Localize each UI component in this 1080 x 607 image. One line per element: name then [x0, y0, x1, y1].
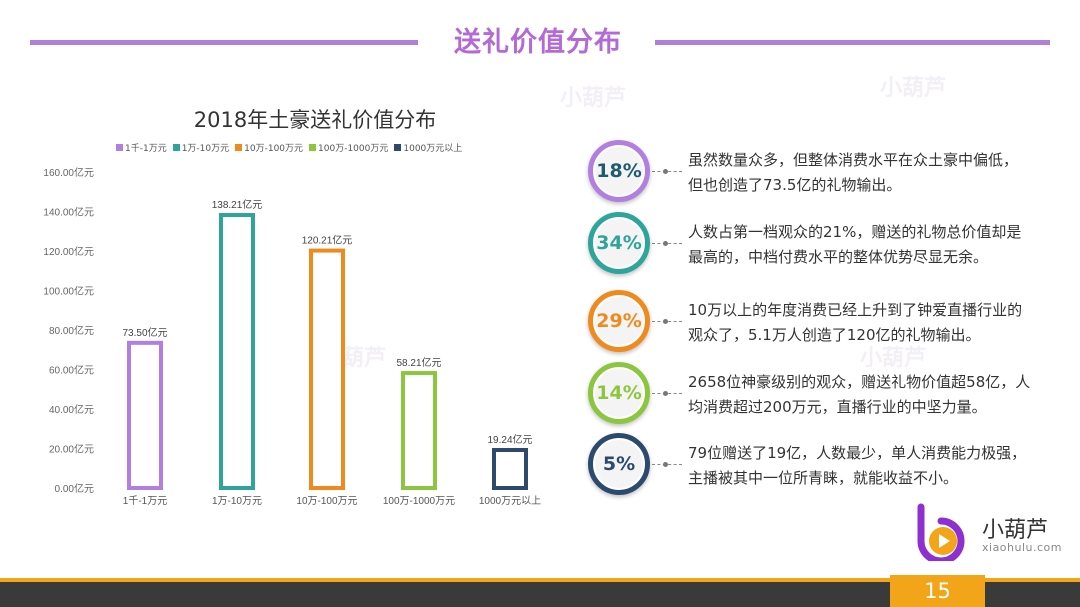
insight-line: 10万以上的年度消费已经上升到了钟爱直播行业的: [688, 301, 1023, 319]
legend-item: 1万-10万元: [172, 141, 230, 154]
insight-text: 2658位神豪级别的观众，赠送礼物价值超58亿，人 均消费超过200万元，直播行业…: [688, 370, 1048, 420]
percent-value: 14%: [595, 369, 643, 417]
x-tick-label: 100万-1000万元: [383, 496, 455, 507]
y-tick-label: 60.00亿元: [49, 364, 94, 377]
page-title: 送礼价值分布: [454, 27, 622, 58]
bar: [492, 448, 528, 491]
y-tick-label: 160.00亿元: [43, 166, 94, 179]
legend-label: 1千-1万元: [125, 144, 167, 154]
legend-label: 10万-100万元: [244, 144, 304, 154]
y-tick-label: 0.00亿元: [55, 482, 94, 495]
bar-value-label: 138.21亿元: [212, 198, 263, 211]
bar-chart: 0.00亿元 20.00亿元 40.00亿元 60.00亿元 80.00亿元 100.00…: [43, 166, 541, 507]
percent-value: 29%: [595, 297, 643, 345]
brand-name: 小葫芦: [982, 518, 1049, 543]
legend-swatch: [172, 144, 180, 151]
page-number: 15: [890, 575, 985, 607]
x-tick-label: 1万-10万元: [212, 496, 262, 507]
bar: [401, 371, 437, 490]
percent-value: 34%: [595, 219, 643, 267]
x-tick-label: 1千-1万元: [123, 495, 167, 507]
x-tick-label: 10万-100万元: [296, 496, 357, 507]
bar-value-label: 73.50亿元: [122, 326, 167, 339]
y-tick-label: 80.00亿元: [49, 324, 94, 337]
insight-line: 但也创造了73.5亿的礼物输出。: [688, 176, 902, 194]
legend-item: 1千-1万元: [116, 141, 167, 154]
watermark: 小葫芦: [560, 86, 627, 111]
insight-text: 10万以上的年度消费已经上升到了钟爱直播行业的 观众了，5.1万人创造了120亿的…: [688, 298, 1048, 348]
percent-badge: 14%: [588, 362, 650, 424]
legend-label: 1万-10万元: [181, 144, 230, 154]
percent-value: 5%: [595, 440, 643, 488]
insight-line: 虽然数量众多，但整体消费水平在众土豪中偏低，: [688, 151, 1019, 169]
insight-line: 2658位神豪级别的观众，赠送礼物价值超58亿，人: [688, 373, 1031, 391]
legend-item: 1000万元以上: [394, 141, 462, 154]
y-tick-label: 120.00亿元: [43, 245, 94, 258]
x-tick-label: 1000万元以上: [479, 495, 541, 507]
percent-badge: 34%: [588, 212, 650, 274]
legend-label: 100万-1000万元: [318, 144, 389, 154]
bar-value-label: 120.21亿元: [302, 234, 353, 247]
insight-line: 79位赠送了19亿，人数最少，单人消费能力极强，: [688, 444, 1027, 462]
xiaohulu-logo-icon: [917, 503, 965, 561]
legend-item: 100万-1000万元: [309, 141, 388, 154]
footer-accent: [0, 578, 1080, 582]
legend-swatch: [309, 144, 317, 151]
bar: [127, 340, 163, 490]
percent-badge: 5%: [588, 433, 650, 495]
y-tick-label: 100.00亿元: [43, 285, 94, 298]
percent-badge: 18%: [588, 140, 650, 202]
insight-text: 虽然数量众多，但整体消费水平在众土豪中偏低， 但也创造了73.5亿的礼物输出。: [688, 148, 1048, 198]
y-tick-label: 140.00亿元: [43, 206, 94, 219]
insight-text: 人数占第一档观众的21%，赠送的礼物总价值却是 最高的，中档付费水平的整体优势尽显…: [688, 220, 1048, 270]
header-rule-right: [655, 40, 1050, 45]
legend-swatch: [116, 144, 123, 151]
connector-dot: [663, 319, 668, 324]
percent-value: 18%: [595, 147, 643, 195]
insight-line: 主播被其中一位所青睐，就能收益不小。: [688, 469, 959, 487]
connector-dot: [663, 241, 668, 246]
connector-dot: [663, 391, 668, 396]
insight-line: 人数占第一档观众的21%，赠送的礼物总价值却是: [688, 223, 1022, 241]
watermark: 小葫芦: [880, 76, 947, 101]
insight-line: 观众了，5.1万人创造了120亿的礼物输出。: [688, 326, 981, 344]
bar-value-label: 58.21亿元: [396, 356, 441, 369]
chart-title: 2018年土豪送礼价值分布: [193, 108, 437, 132]
insight-line: 均消费超过200万元，直播行业的中坚力量。: [688, 398, 987, 416]
legend-item: 10万-100万元: [235, 141, 303, 154]
insight-line: 最高的，中档付费水平的整体优势尽显无余。: [688, 248, 989, 266]
legend-label: 1000万元以上: [403, 144, 463, 154]
watermark: 小葫芦: [860, 346, 927, 371]
y-tick-label: 40.00亿元: [49, 403, 94, 416]
insight-text: 79位赠送了19亿，人数最少，单人消费能力极强， 主播被其中一位所青睐，就能收益不…: [688, 441, 1048, 491]
brand-url: xiaohulu.com: [982, 541, 1062, 554]
bar-value-label: 19.24亿元: [487, 433, 532, 446]
connector-dot: [663, 169, 668, 174]
bar: [219, 213, 255, 490]
bar: [309, 248, 345, 490]
chart-legend: 1千-1万元 1万-10万元 10万-100万元 100万-1000万元 1000万元以…: [116, 141, 462, 154]
legend-swatch: [394, 144, 402, 151]
percent-badge: 29%: [588, 290, 650, 352]
connector-dot: [663, 462, 668, 467]
legend-swatch: [235, 144, 243, 151]
header-rule-left: [30, 40, 418, 45]
y-tick-label: 20.00亿元: [49, 443, 94, 456]
